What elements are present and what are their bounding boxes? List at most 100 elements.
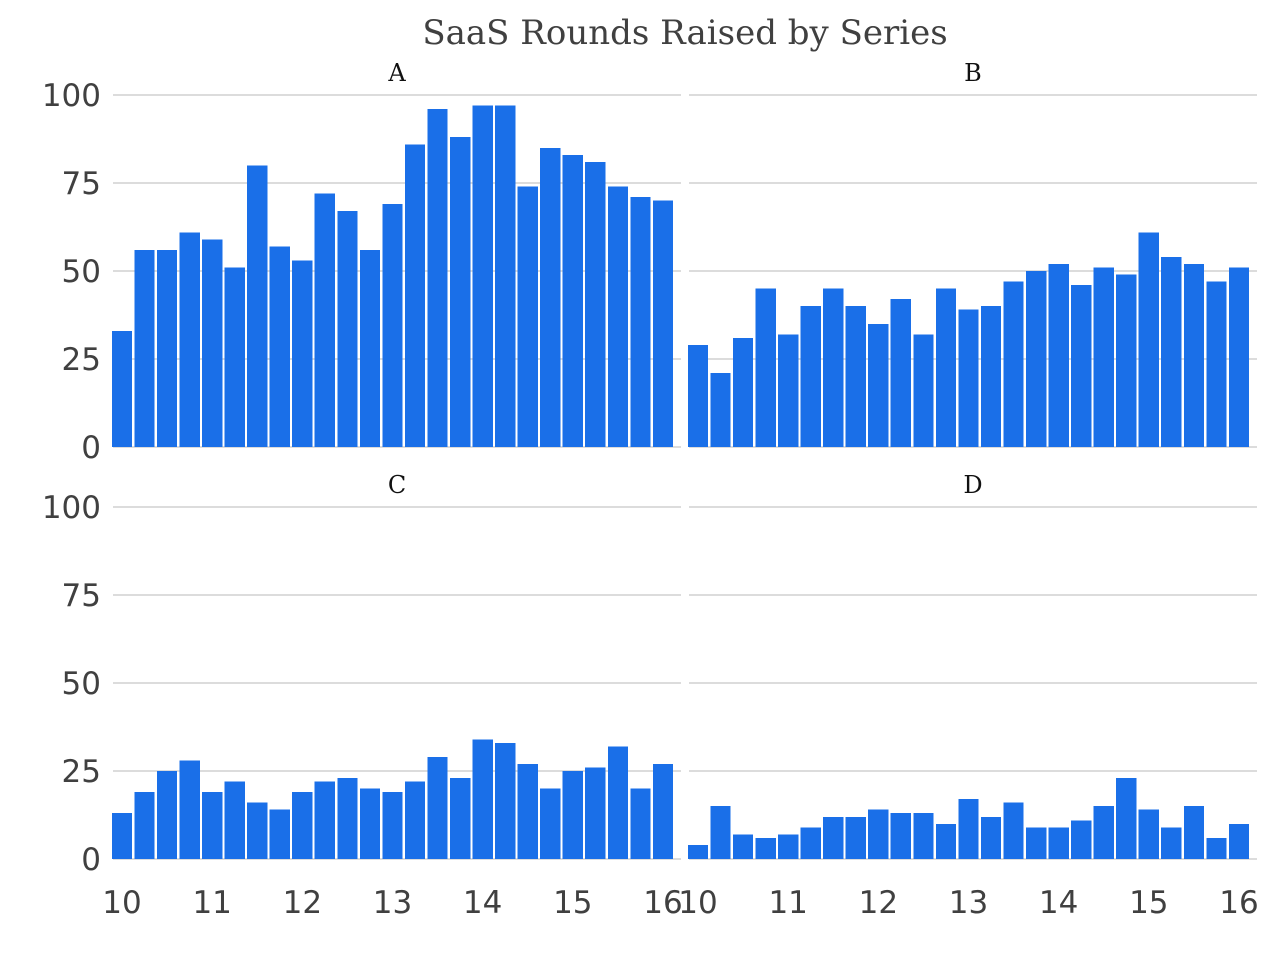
- bar: [449, 137, 471, 448]
- x-tick-label: 15: [1129, 885, 1168, 921]
- bar: [845, 816, 866, 859]
- bar: [1071, 820, 1092, 859]
- bar: [224, 267, 245, 447]
- bar: [652, 763, 674, 859]
- bar: [630, 197, 651, 447]
- x-tick-label: 15: [553, 885, 592, 921]
- bar: [823, 288, 844, 447]
- bar: [449, 778, 471, 859]
- bar: [1206, 281, 1227, 447]
- bar: [111, 330, 133, 447]
- bar: [1048, 827, 1069, 859]
- x-tick-label: 16: [1219, 885, 1258, 921]
- bar: [868, 809, 889, 859]
- facet-panel-b: B: [687, 59, 1257, 448]
- bar: [755, 837, 776, 859]
- bar: [1138, 232, 1159, 447]
- bar: [935, 823, 957, 859]
- bar: [778, 334, 799, 447]
- bar: [247, 802, 268, 859]
- bar: [687, 344, 709, 447]
- y-tick-label: 0: [81, 430, 101, 466]
- bar: [224, 781, 245, 859]
- bar: [800, 306, 821, 447]
- y-tick-label: 75: [62, 578, 101, 614]
- bar: [337, 778, 358, 859]
- bar: [427, 756, 448, 859]
- bar: [495, 105, 516, 447]
- bar: [404, 781, 426, 859]
- bar: [156, 249, 178, 447]
- bar: [585, 161, 606, 447]
- bar: [1025, 827, 1047, 859]
- bar: [1093, 267, 1114, 447]
- x-tick-label: 10: [102, 885, 141, 921]
- bar: [359, 788, 381, 859]
- bar: [404, 144, 426, 447]
- bar: [607, 746, 629, 859]
- facet-panel-a: 0 25 50 75 100 A: [42, 59, 681, 466]
- bar: [1116, 778, 1137, 859]
- bar: [935, 288, 957, 447]
- x-tick-label: 14: [1039, 885, 1078, 921]
- x-tick-label: 13: [949, 885, 988, 921]
- bar: [687, 844, 709, 859]
- bar: [890, 813, 912, 859]
- facet-title: C: [388, 471, 406, 499]
- bar: [1206, 837, 1227, 859]
- y-tick-label: 75: [62, 166, 101, 202]
- bar: [1048, 263, 1069, 447]
- bar: [652, 200, 674, 447]
- bar: [202, 239, 223, 447]
- bar: [179, 232, 200, 447]
- bar: [156, 771, 178, 859]
- bar: [1183, 806, 1205, 859]
- bar: [179, 760, 200, 859]
- bar: [755, 288, 776, 447]
- x-tick-label: 12: [859, 885, 898, 921]
- bar: [269, 809, 290, 859]
- facet-panel-d: 10 11 12 13 14 15 16 D: [678, 471, 1258, 921]
- bar: [1228, 267, 1250, 447]
- x-tick-label: 10: [678, 885, 717, 921]
- bar: [778, 834, 799, 859]
- bar: [913, 813, 934, 859]
- bar: [269, 246, 290, 447]
- bar: [562, 154, 583, 447]
- bar: [427, 109, 448, 447]
- bar: [868, 323, 889, 447]
- y-tick-label: 100: [42, 78, 101, 114]
- bar: [292, 260, 313, 447]
- bar: [1003, 802, 1024, 859]
- bar: [202, 792, 223, 859]
- y-tick-label: 50: [62, 666, 101, 702]
- bar: [517, 763, 538, 859]
- x-tick-label: 13: [373, 885, 412, 921]
- bar: [1025, 271, 1047, 447]
- bar: [585, 767, 606, 859]
- bar: [732, 834, 754, 859]
- bar: [1138, 809, 1159, 859]
- bar: [845, 306, 866, 447]
- y-tick-label: 0: [81, 842, 101, 878]
- bar: [1093, 806, 1114, 859]
- bar: [540, 788, 561, 859]
- bar: [823, 816, 844, 859]
- bar: [517, 186, 538, 447]
- x-tick-label: 12: [283, 885, 322, 921]
- bar: [382, 204, 403, 447]
- bar: [134, 249, 155, 447]
- bar: [1116, 274, 1137, 447]
- bar: [314, 193, 336, 447]
- chart-title: SaaS Rounds Raised by Series: [422, 13, 947, 53]
- x-tick-label: 14: [463, 885, 502, 921]
- bar: [540, 147, 561, 448]
- bar: [980, 816, 1002, 859]
- facet-title: D: [963, 471, 982, 499]
- y-tick-label: 100: [42, 490, 101, 526]
- bar: [111, 813, 133, 859]
- facet-title: A: [387, 59, 406, 87]
